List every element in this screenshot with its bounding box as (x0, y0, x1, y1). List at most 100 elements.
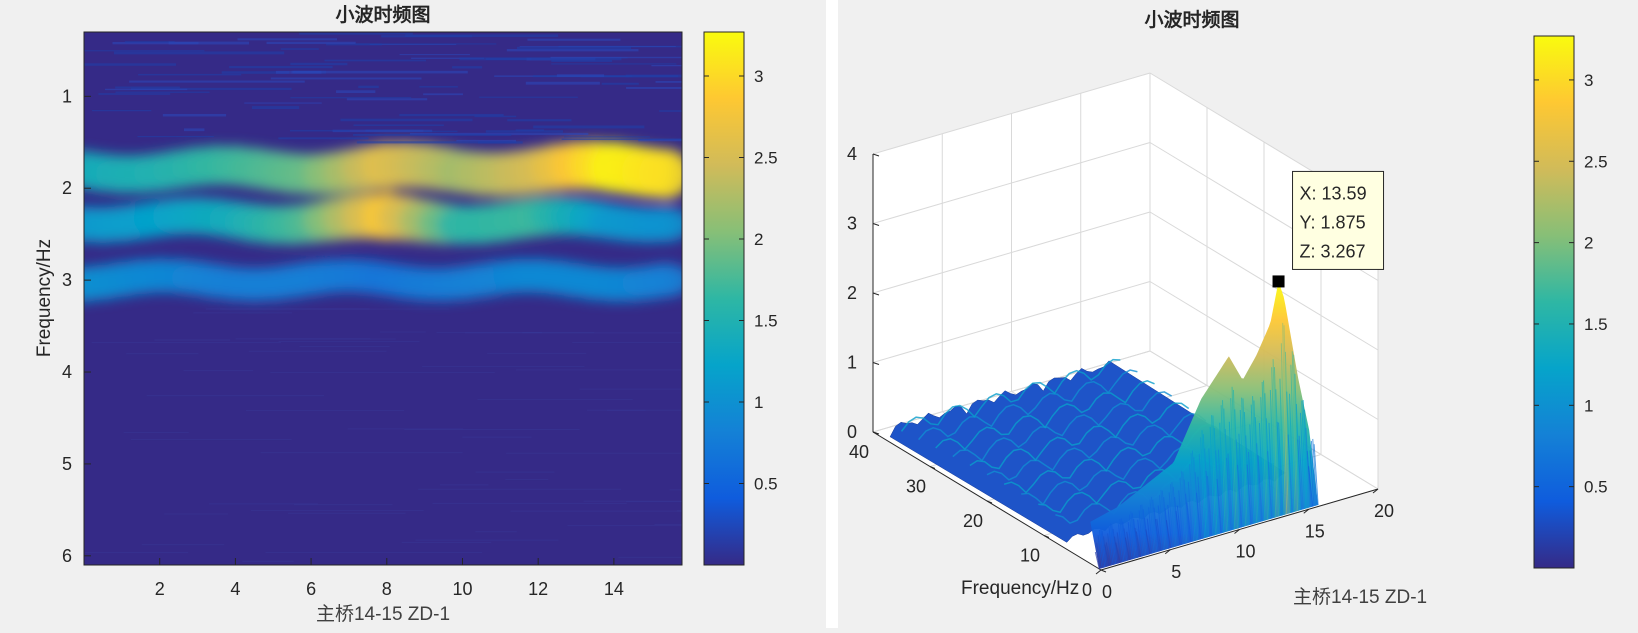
x-tick-mark (1234, 529, 1240, 534)
surface-spike (1164, 508, 1170, 549)
surface-spike (1297, 439, 1303, 510)
grid-line (872, 350, 1151, 433)
surface-spike (1167, 504, 1173, 548)
surface-spike (1206, 476, 1212, 537)
x-tick-mark (1164, 549, 1171, 555)
heatmap-noise (113, 51, 285, 55)
surface-spike (1271, 367, 1277, 518)
y-tick-label: 2 (62, 178, 72, 198)
surface-spike (1100, 528, 1106, 568)
heatmap-noise (219, 308, 449, 310)
y-tick-mark (929, 466, 936, 469)
heatmap-noise (654, 523, 682, 525)
surface-spike (1163, 497, 1169, 550)
heatmap-noise (563, 136, 650, 138)
surface-spike (1226, 457, 1232, 531)
surface-spike (1126, 531, 1132, 560)
surface-spike (1258, 422, 1264, 521)
heatmap-noise (229, 66, 333, 69)
heatmap-noise (340, 118, 473, 122)
heatmap-noise (669, 489, 682, 491)
datatip[interactable]: X: 13.59 Y: 1.875 Z: 3.267 (1272, 170, 1385, 288)
heatmap-noise (208, 503, 318, 505)
heatmap-noise (115, 86, 180, 89)
heatmap-noise (130, 439, 292, 441)
surface-spike (1235, 439, 1241, 528)
heatmap-noise (278, 341, 420, 343)
y-tick-mark (1043, 535, 1050, 538)
heatmap-noise (423, 93, 463, 96)
surface-spike (1145, 529, 1151, 555)
heatmap-noise (551, 59, 613, 62)
heatmap-noise (244, 102, 322, 104)
surface-spike (1189, 464, 1195, 542)
z-tick-label: 3 (847, 214, 857, 234)
surface-spike (1293, 354, 1299, 511)
x-tick-mark (1372, 488, 1379, 494)
x-tick-label: 20 (1374, 501, 1394, 521)
heatmap-noise (164, 513, 229, 515)
heatmap-noise (533, 125, 645, 129)
heatmap-noise (137, 136, 214, 138)
heatmap-noise (525, 81, 600, 85)
surface-spike (1105, 542, 1111, 566)
heatmap-noise (154, 339, 231, 341)
surface-spike (1232, 389, 1238, 529)
surface-spike (1115, 542, 1121, 564)
surface-spike (1294, 373, 1300, 511)
surface-spike (1264, 393, 1270, 520)
heatmap-noise (485, 130, 564, 133)
surface-colorbar: 0.5 1 1.5 2 2.5 3 (1533, 35, 1608, 569)
heatmap-noise (618, 556, 682, 558)
y-tick-label: 30 (906, 477, 926, 497)
heatmap-plot-area (83, 31, 683, 566)
surface-spike (1290, 364, 1296, 512)
y-tick-label: 20 (963, 511, 983, 531)
surface-spike (1278, 422, 1284, 516)
surface-spike (1257, 455, 1263, 522)
heatmap-noise (606, 409, 682, 411)
y-tick-label: 10 (1020, 546, 1040, 566)
surface-spike (1107, 533, 1113, 566)
surface-spike (1269, 389, 1275, 518)
heatmap-noise (299, 345, 390, 347)
heatmap-noise (250, 509, 424, 511)
z-tick-mark (872, 362, 880, 365)
datatip-box[interactable] (1292, 170, 1385, 270)
surface-wave (900, 358, 1121, 432)
surface-spike (1191, 450, 1197, 541)
heatmap-noise (579, 388, 682, 390)
heatmap-noise (506, 452, 682, 454)
surface-spike (1139, 504, 1145, 556)
surface-spike (1305, 427, 1311, 508)
heatmap-noise (475, 471, 555, 473)
surface-spike (1268, 423, 1274, 519)
heatmap-noise (146, 395, 325, 397)
heatmap-noise (265, 551, 483, 553)
heatmap-noise (401, 541, 492, 543)
surface-spike (1279, 378, 1285, 515)
x-tick-label: 8 (382, 579, 392, 599)
heatmap-noise (477, 141, 523, 144)
heatmap-noise (580, 75, 630, 78)
surface-spike (1301, 400, 1307, 509)
heatmap-noise (405, 34, 559, 38)
surface-spike (1228, 421, 1234, 530)
surface-spike (1291, 351, 1297, 512)
heatmap-noise (572, 342, 682, 344)
surface-spike (1198, 453, 1204, 539)
heatmap-y-label: Frequency/Hz (34, 239, 55, 357)
heatmap-noise (379, 331, 426, 333)
datatip-marker[interactable] (1272, 275, 1285, 288)
heatmap-noise (270, 77, 422, 80)
colorbar-ticks: 0.5 1 1.5 2 2.5 3 (1534, 71, 1608, 497)
surface-spike (1141, 504, 1147, 556)
surface-spike (1200, 437, 1206, 539)
heatmap-cell (638, 263, 682, 298)
x-tick-label: 0 (1102, 582, 1112, 602)
x-tick-mark (1303, 508, 1310, 514)
surface-spike (1165, 520, 1171, 549)
surface-wave (969, 402, 1190, 470)
surface-spike (1104, 544, 1110, 567)
